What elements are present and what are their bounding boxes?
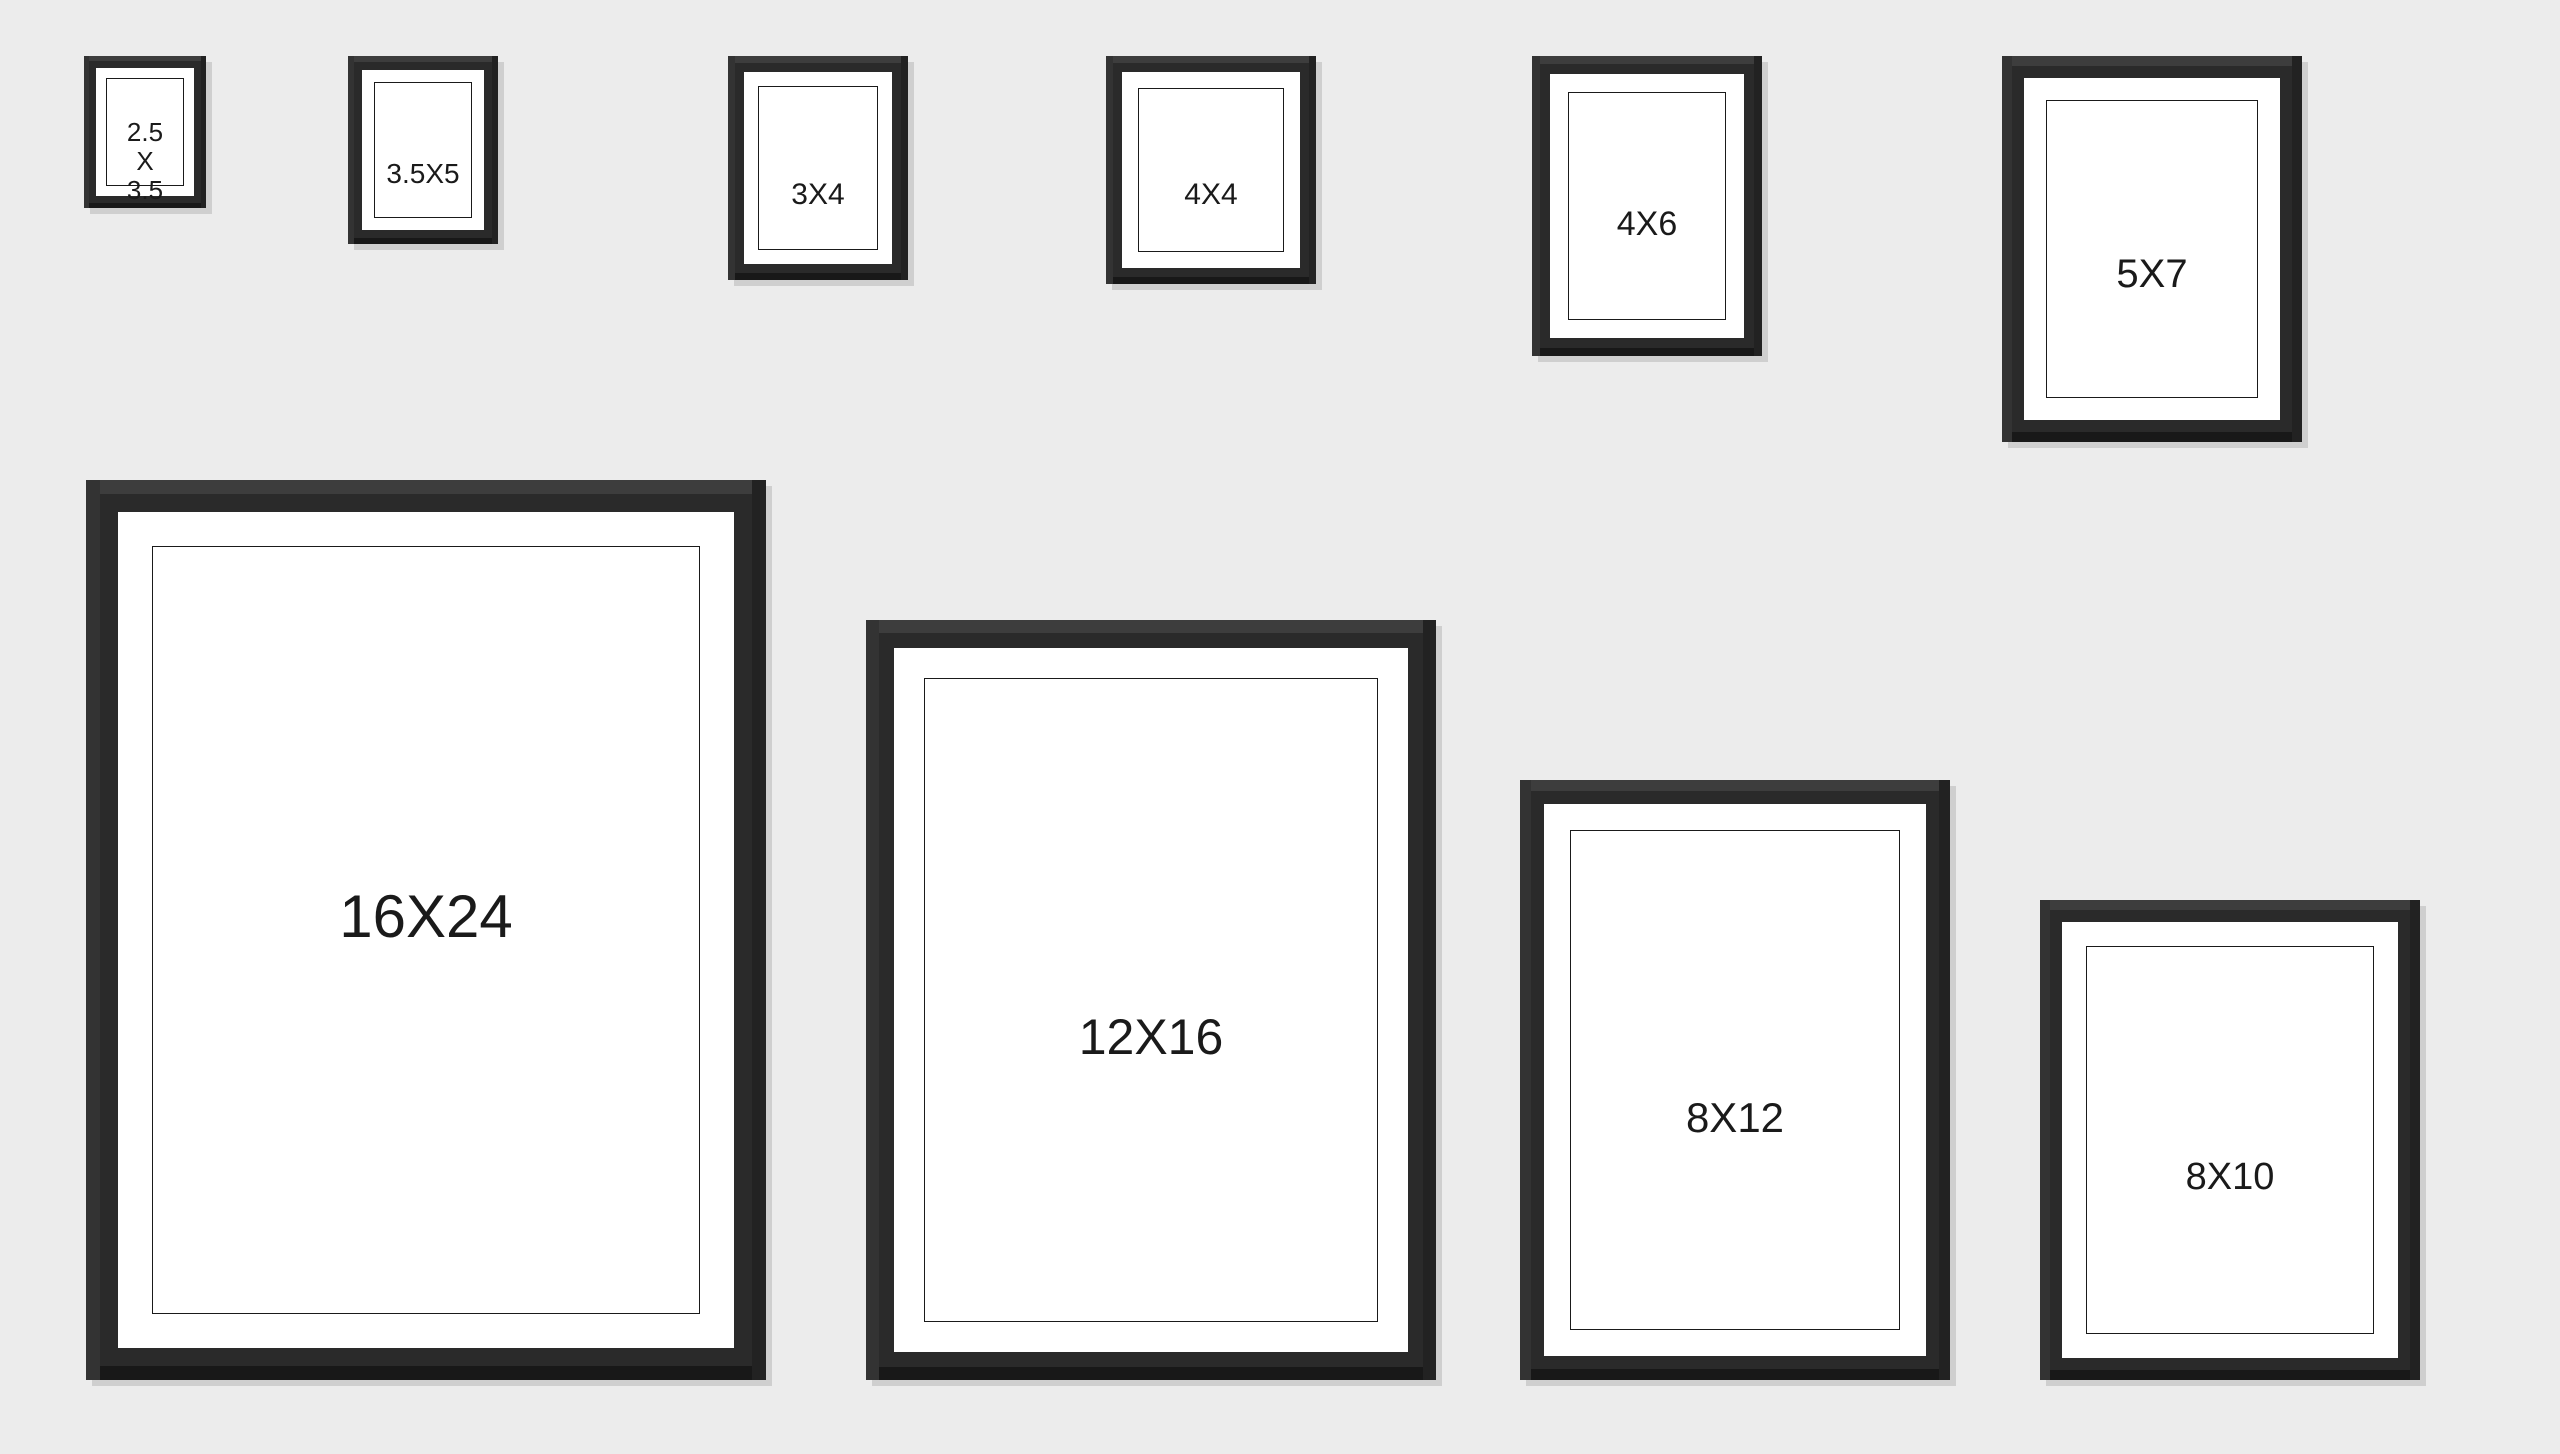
frame-size-label: 12X16 bbox=[866, 1010, 1436, 1065]
frame-2p5x3p5: 2.5 X 3.5 bbox=[84, 56, 206, 208]
frame-size-label: 4X6 bbox=[1532, 206, 1762, 243]
frame-bevel bbox=[2040, 900, 2420, 910]
frame-bevel bbox=[728, 56, 735, 280]
frame-bevel bbox=[1106, 56, 1113, 284]
frame-inner-line bbox=[758, 86, 878, 250]
frame-size-label: 16X24 bbox=[86, 884, 766, 950]
frame-bevel bbox=[84, 56, 206, 61]
frame-bevel bbox=[2002, 56, 2302, 66]
frame-16x24: 16X24 bbox=[86, 480, 766, 1380]
frame-4x6: 4X6 bbox=[1532, 56, 1762, 356]
frame-bevel bbox=[1520, 780, 1950, 791]
frame-bevel bbox=[728, 273, 908, 280]
frame-inner-line bbox=[1138, 88, 1284, 252]
frame-size-label: 4X4 bbox=[1106, 178, 1316, 211]
frame-size-label: 8X12 bbox=[1520, 1095, 1950, 1141]
frame-12x16: 12X16 bbox=[866, 620, 1436, 1380]
frame-bevel bbox=[2410, 900, 2420, 1380]
frame-bevel bbox=[901, 56, 908, 280]
frame-4x4: 4X4 bbox=[1106, 56, 1316, 284]
frame-bevel bbox=[1532, 56, 1762, 64]
frame-3p5x5: 3.5X5 bbox=[348, 56, 498, 244]
frame-bevel bbox=[1532, 348, 1762, 356]
frame-size-label: 8X10 bbox=[2040, 1157, 2420, 1199]
frame-inner-line bbox=[2046, 100, 2258, 398]
frame-bevel bbox=[2040, 900, 2050, 1380]
frame-bevel bbox=[348, 56, 354, 244]
frame-bevel bbox=[1106, 56, 1316, 63]
frame-size-label: 3.5X5 bbox=[348, 159, 498, 190]
frame-5x7: 5X7 bbox=[2002, 56, 2302, 442]
frame-bevel bbox=[1520, 780, 1531, 1380]
frame-bevel bbox=[2002, 56, 2012, 442]
frame-bevel bbox=[866, 620, 879, 1380]
frame-bevel bbox=[866, 1367, 1436, 1380]
frame-3x4: 3X4 bbox=[728, 56, 908, 280]
frame-inner-line bbox=[924, 678, 1378, 1322]
frame-bevel bbox=[86, 1366, 766, 1380]
frame-size-label: 3X4 bbox=[728, 178, 908, 211]
frame-bevel bbox=[492, 56, 498, 244]
frame-bevel bbox=[86, 480, 766, 494]
frame-size-label: 5X7 bbox=[2002, 252, 2302, 296]
frame-bevel bbox=[728, 56, 908, 63]
frame-size-label: 2.5 X 3.5 bbox=[84, 118, 206, 204]
frame-bevel bbox=[348, 56, 498, 62]
frame-inner-line bbox=[374, 82, 472, 218]
frame-inner-line bbox=[2086, 946, 2374, 1334]
frame-bevel bbox=[2002, 432, 2302, 442]
frame-bevel bbox=[866, 620, 1436, 633]
frame-bevel bbox=[1520, 1369, 1950, 1380]
frame-bevel bbox=[348, 238, 498, 244]
frame-bevel bbox=[1423, 620, 1436, 1380]
frame-bevel bbox=[1106, 277, 1316, 284]
frame-bevel bbox=[1309, 56, 1316, 284]
frame-inner-line bbox=[1570, 830, 1900, 1330]
frame-8x10: 8X10 bbox=[2040, 900, 2420, 1380]
frame-bevel bbox=[1939, 780, 1950, 1380]
frame-bevel bbox=[2292, 56, 2302, 442]
frame-8x12: 8X12 bbox=[1520, 780, 1950, 1380]
frame-bevel bbox=[2040, 1370, 2420, 1380]
